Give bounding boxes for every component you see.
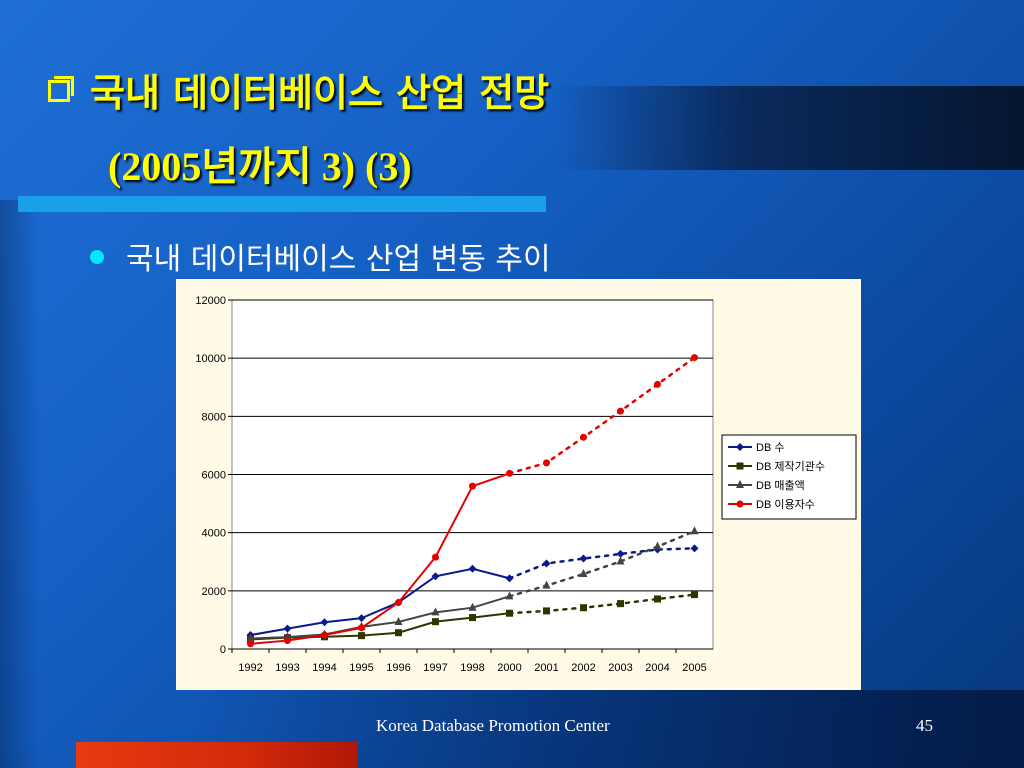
data-point <box>579 568 588 577</box>
data-point <box>469 482 476 490</box>
data-point <box>468 564 477 573</box>
x-tick-label: 1997 <box>423 662 447 674</box>
data-point <box>431 607 440 616</box>
series-line-actual <box>250 567 510 637</box>
data-point <box>580 604 587 612</box>
data-point <box>542 559 551 568</box>
data-point <box>468 602 477 611</box>
bullet-text: 국내 데이터베이스 산업 변동 추이 <box>126 242 551 277</box>
slide-title-text: 국내 데이터베이스 산업 전망 <box>90 71 550 115</box>
data-point <box>505 574 514 583</box>
data-point <box>320 618 329 627</box>
data-point <box>247 640 254 648</box>
data-point <box>321 631 328 639</box>
data-point <box>432 553 439 561</box>
series-line-actual <box>250 595 510 640</box>
data-point <box>654 380 661 388</box>
data-point <box>506 469 513 477</box>
series-line-forecast <box>508 593 696 615</box>
data-point <box>617 407 624 415</box>
title-underline-bar <box>18 196 546 212</box>
y-tick-label: 10000 <box>195 353 226 365</box>
data-point <box>246 633 255 642</box>
y-tick-label: 2000 <box>202 586 226 598</box>
header-dark-band <box>556 86 1024 170</box>
data-point <box>580 433 587 441</box>
data-point <box>654 595 661 603</box>
legend-label: DB 제작기관수 <box>756 460 825 473</box>
x-tick-label: 1993 <box>275 662 299 674</box>
legend-marker <box>736 443 744 451</box>
x-tick-label: 2000 <box>497 662 521 674</box>
y-tick-label: 0 <box>220 644 226 656</box>
y-tick-label: 8000 <box>202 411 226 423</box>
series-line-actual <box>250 472 510 645</box>
data-point <box>358 624 365 632</box>
x-tick-label: 1995 <box>349 662 373 674</box>
checkbox-bullet-icon <box>48 75 78 104</box>
y-tick-label: 6000 <box>202 470 226 482</box>
legend-marker <box>736 480 744 488</box>
chart-panel: 0 2000 4000 6000 8000 10000 12000 1992 1993 1994 1… <box>176 279 861 690</box>
data-point <box>432 618 439 626</box>
data-point <box>283 624 292 633</box>
data-point <box>616 549 625 558</box>
data-point <box>616 556 625 565</box>
data-point <box>579 554 588 563</box>
x-tick-label: 1998 <box>460 662 484 674</box>
legend-label: DB 매출액 <box>756 479 805 492</box>
y-tick-label: 12000 <box>195 295 226 307</box>
footer-organization: Korea Database Promotion Center <box>376 716 610 735</box>
legend-label: DB 이용자수 <box>756 498 815 511</box>
data-point <box>543 607 550 615</box>
data-point <box>469 614 476 622</box>
line-chart: 0 2000 4000 6000 8000 10000 12000 1992 1993 1994 1… <box>195 295 857 674</box>
data-point <box>691 354 698 362</box>
footer-accent-strip <box>76 742 358 768</box>
data-point <box>395 629 402 637</box>
x-tick-label: 2004 <box>645 662 669 674</box>
y-tick-label: 4000 <box>202 528 226 540</box>
bullet-dot-icon <box>90 250 104 264</box>
page-number: 45 <box>916 716 933 735</box>
legend-marker <box>736 500 744 508</box>
data-point <box>653 541 662 550</box>
data-point <box>690 544 699 553</box>
data-point <box>284 637 291 645</box>
x-tick-label: 2003 <box>608 662 632 674</box>
legend-label: DB 수 <box>756 441 784 454</box>
data-point <box>543 459 550 467</box>
x-tick-label: 1992 <box>238 662 262 674</box>
data-point <box>394 616 403 625</box>
data-point <box>691 591 698 599</box>
data-point <box>395 598 402 606</box>
data-point <box>357 614 366 623</box>
series-line-forecast <box>508 529 696 598</box>
data-point <box>431 572 440 581</box>
x-tick-label: 1996 <box>386 662 410 674</box>
x-tick-label: 2001 <box>534 662 558 674</box>
legend-marker <box>736 462 744 470</box>
data-point <box>505 591 514 600</box>
data-point <box>542 580 551 589</box>
data-point <box>506 609 513 617</box>
slide-subtitle: (2005년까지 3) (3) <box>108 144 412 189</box>
data-point <box>617 600 624 608</box>
data-point <box>358 632 365 640</box>
x-tick-label: 2002 <box>571 662 595 674</box>
series-line-forecast <box>508 356 696 475</box>
x-tick-label: 2005 <box>682 662 706 674</box>
left-shade <box>0 200 40 768</box>
data-point <box>690 526 699 535</box>
x-tick-label: 1994 <box>312 662 336 674</box>
slide-title: 국내 데이터베이스 산업 전망 <box>48 62 549 117</box>
